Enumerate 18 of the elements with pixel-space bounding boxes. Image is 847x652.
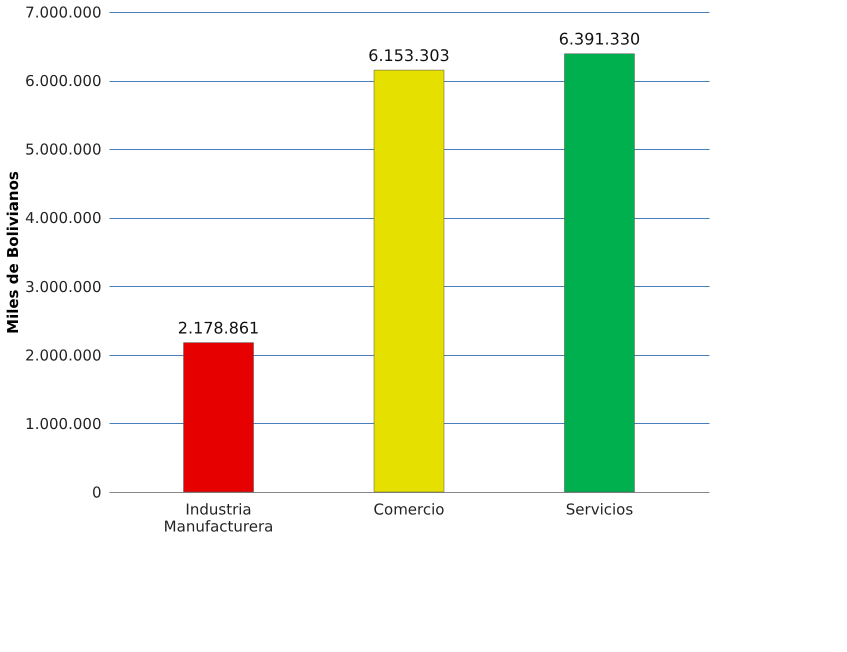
y-tick-label: 7.000.000 (25, 4, 102, 22)
x-tick-label: Comercio (374, 500, 444, 518)
bar (564, 53, 635, 492)
y-tick-label: 6.000.000 (25, 72, 102, 90)
data-label: 2.178.861 (178, 318, 260, 338)
data-label: 6.153.303 (368, 46, 450, 66)
bar (183, 342, 254, 492)
y-tick-label: 0 (92, 484, 102, 502)
bar (374, 70, 444, 492)
y-tick-label: 2.000.000 (25, 346, 102, 364)
y-tick-label: 1.000.000 (25, 414, 102, 433)
y-tick-label: 3.000.000 (25, 278, 102, 296)
x-tick-label: Industria Manufacturera (164, 500, 274, 536)
y-tick-label: 4.000.000 (25, 209, 102, 228)
y-axis-title: Miles de Bolivianos (4, 171, 22, 334)
data-label: 6.391.330 (558, 30, 640, 49)
x-tick-label: Servicios (566, 500, 634, 518)
y-tick-label: 5.000.000 (25, 140, 102, 159)
